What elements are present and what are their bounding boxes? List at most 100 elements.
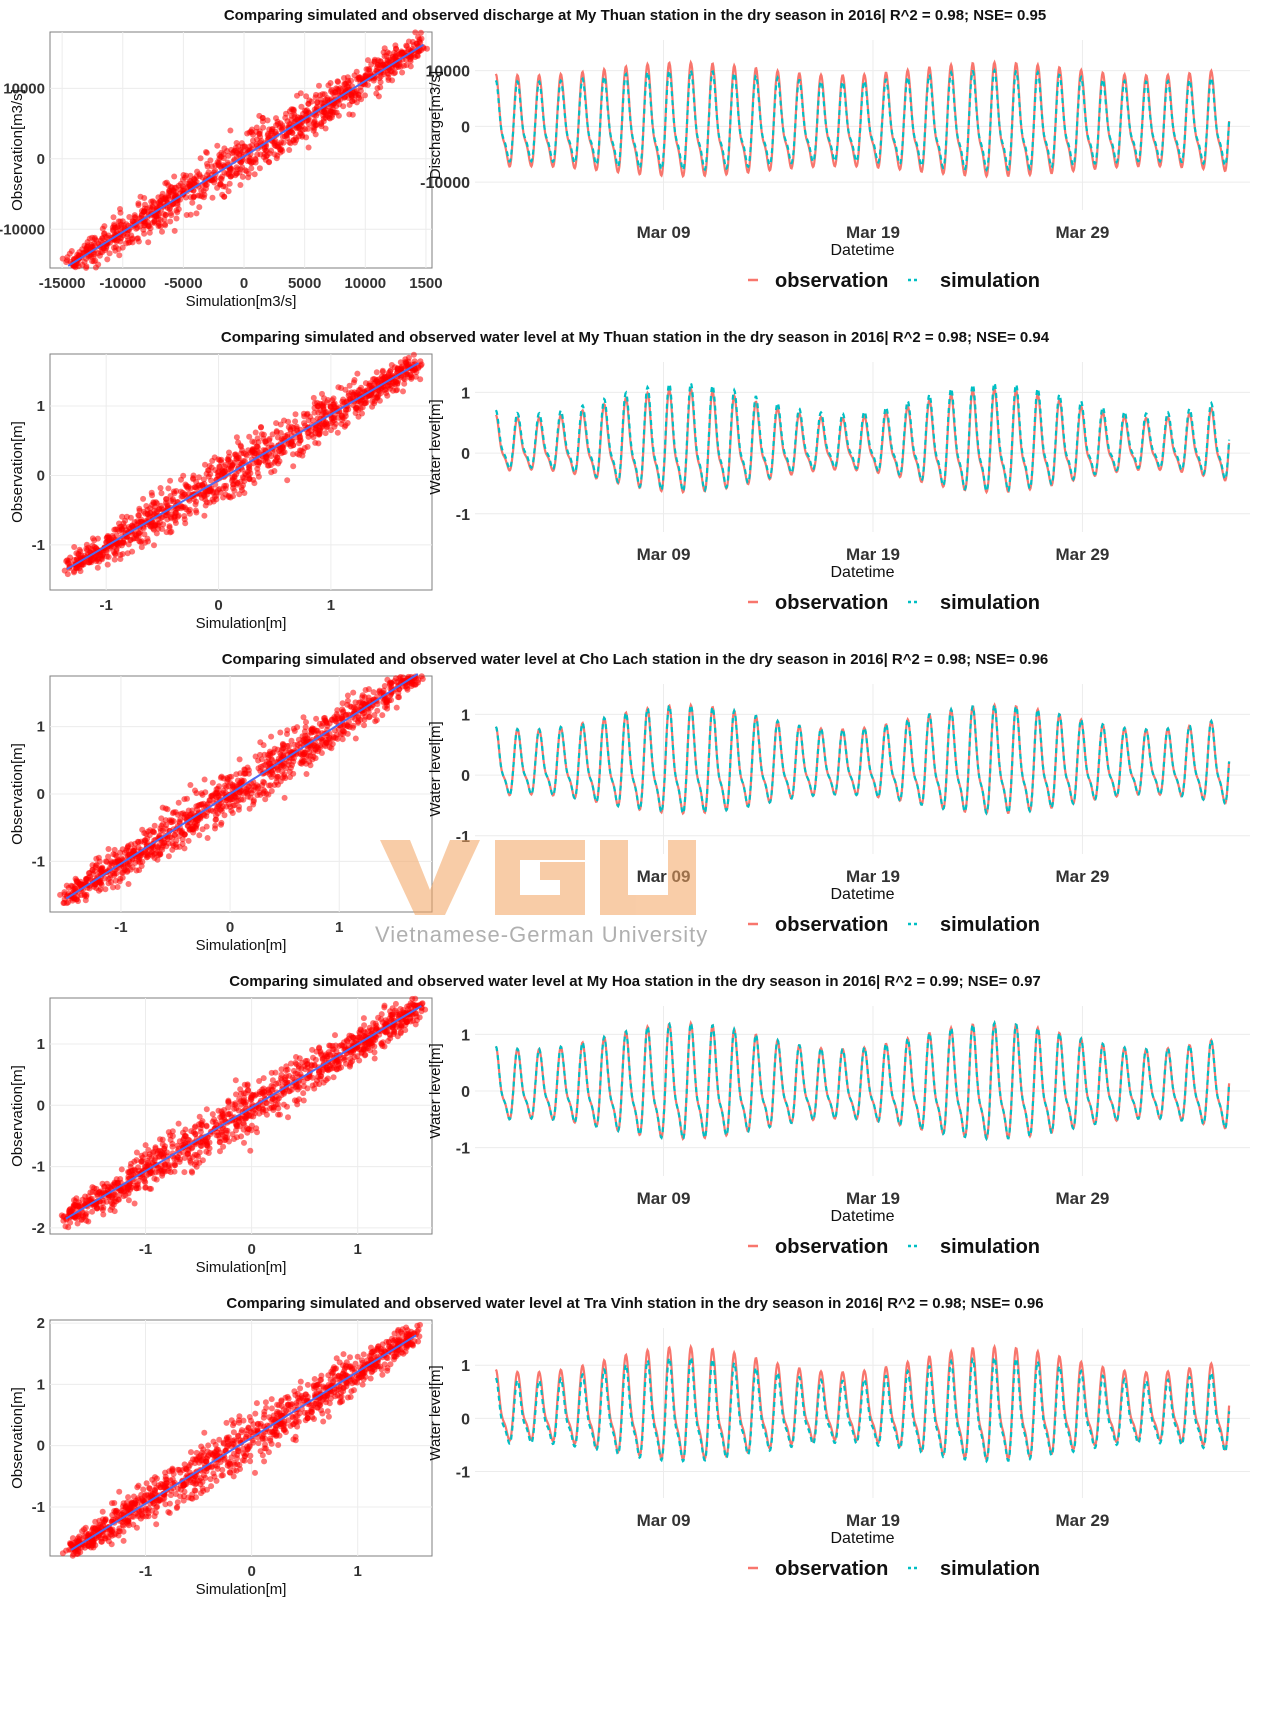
scatter-point [95, 565, 101, 571]
scatter-point [314, 744, 320, 750]
scatter-point [252, 1093, 258, 1099]
scatter-point [227, 1111, 233, 1117]
scatter-y-tick-label: 0 [37, 467, 45, 484]
scatter-point [377, 84, 383, 90]
scatter-point [327, 740, 333, 746]
scatter-point [355, 407, 361, 413]
scatter-point [184, 212, 190, 218]
scatter-point [343, 712, 349, 718]
scatter-point [121, 222, 127, 228]
scatter-point [212, 177, 218, 183]
scatter-point [294, 1098, 300, 1104]
scatter-point [373, 1021, 379, 1027]
scatter-point [282, 449, 288, 455]
scatter-point [280, 745, 286, 751]
scatter-point [322, 1053, 328, 1059]
ts-x-tick-label: Mar 09 [637, 1189, 691, 1208]
scatter-point [222, 783, 228, 789]
scatter-y-axis-title: Observation[m] [9, 1387, 26, 1489]
scatter-x-tick-label: 1 [354, 1241, 362, 1258]
scatter-point [240, 174, 246, 180]
scatter-point [158, 485, 164, 491]
scatter-point [300, 1090, 306, 1096]
scatter-point [169, 1141, 175, 1147]
scatter-point [400, 388, 406, 394]
scatter-point [369, 404, 375, 410]
scatter-point [155, 1148, 161, 1154]
scatter-point [346, 1033, 352, 1039]
scatter-point [290, 463, 296, 469]
ts-x-tick-label: Mar 19 [846, 545, 900, 564]
scatter-point [299, 134, 305, 140]
scatter-point [173, 809, 179, 815]
scatter-point [247, 1148, 253, 1154]
scatter-point [162, 221, 168, 227]
scatter-point [226, 188, 232, 194]
legend-observation-label: observation [775, 270, 888, 292]
scatter-point [173, 838, 179, 844]
scatter-point [400, 1007, 406, 1013]
scatter-point [269, 1396, 275, 1402]
scatter-point [413, 1021, 419, 1027]
scatter-point [116, 528, 122, 534]
scatter-x-tick-label: 1 [327, 597, 335, 614]
scatter-point [125, 550, 131, 556]
scatter-point [264, 1112, 270, 1118]
scatter-point [262, 438, 268, 444]
scatter-point [83, 263, 89, 269]
scatter-point [182, 504, 188, 510]
scatter-point [238, 444, 244, 450]
scatter-point [311, 754, 317, 760]
ts-x-tick-label: Mar 29 [1055, 1189, 1109, 1208]
scatter-point [248, 165, 254, 171]
scatter-point [284, 477, 290, 483]
scatter-x-tick-label: -1 [100, 597, 113, 614]
scatter-y-tick-label: 1 [37, 1036, 45, 1053]
scatter-point [126, 240, 132, 246]
scatter-point [347, 1354, 353, 1360]
scatter-point [149, 850, 155, 856]
scatter-point [345, 693, 351, 699]
scatter-point [274, 429, 280, 435]
scatter-point [301, 1079, 307, 1085]
scatter-point [93, 864, 99, 870]
scatter-point [142, 1179, 148, 1185]
scatter-point [378, 74, 384, 80]
scatter-point [152, 1155, 158, 1161]
ts-x-tick-label: Mar 09 [637, 223, 691, 242]
scatter-point [222, 812, 228, 818]
scatter-point [401, 381, 407, 387]
scatter-point [368, 1376, 374, 1382]
scatter-point [361, 722, 367, 728]
scatter-point [312, 410, 318, 416]
scatter-point [254, 125, 260, 131]
scatter-point [187, 782, 193, 788]
simulation-line [496, 383, 1229, 491]
panel-2: Comparing simulated and observed water l… [9, 329, 1250, 632]
scatter-point [252, 156, 258, 162]
scatter-point [338, 385, 344, 391]
scatter-point [246, 171, 252, 177]
scatter-point [231, 488, 237, 494]
scatter-point [126, 1197, 132, 1203]
scatter-point [270, 1077, 276, 1083]
scatter-point [284, 1104, 290, 1110]
scatter-point [193, 508, 199, 514]
scatter-point [234, 150, 240, 156]
scatter-point [287, 1088, 293, 1094]
scatter-point [280, 752, 286, 758]
scatter-point [263, 454, 269, 460]
scatter-point [316, 432, 322, 438]
scatter-point [361, 717, 367, 723]
scatter-point [362, 92, 368, 98]
scatter-point [304, 412, 310, 418]
scatter-point [117, 878, 123, 884]
scatter-point [275, 1101, 281, 1107]
scatter-point [214, 143, 220, 149]
scatter-point [317, 426, 323, 432]
scatter-point [256, 474, 262, 480]
scatter-point [241, 1140, 247, 1146]
scatter-point [332, 1032, 338, 1038]
scatter-point [350, 725, 356, 731]
scatter-point [328, 404, 334, 410]
